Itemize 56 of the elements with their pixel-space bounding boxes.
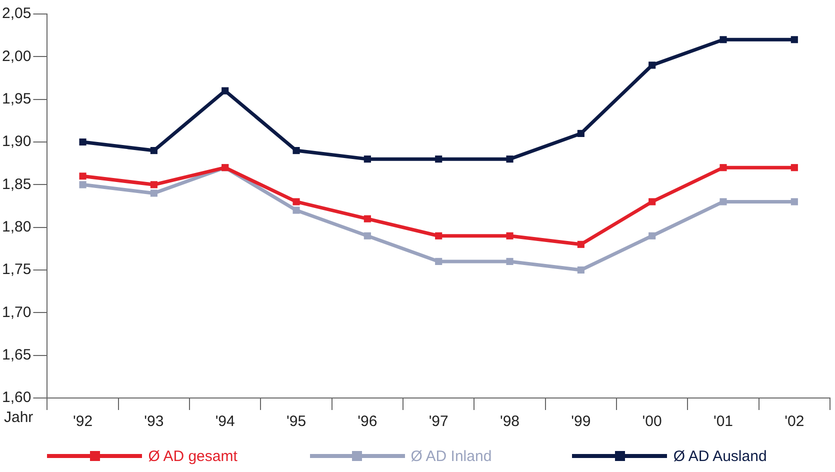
- text: Ø AD Ausland: [673, 448, 767, 464]
- point: [720, 164, 727, 172]
- x-tick-label: '93: [144, 413, 164, 430]
- y-tick-label: 1,90: [2, 133, 32, 150]
- x-tick-label: '01: [713, 413, 734, 430]
- y-tick-label: 1,70: [2, 304, 32, 321]
- point: [435, 156, 442, 163]
- point: [577, 130, 584, 137]
- y-tick-label: 2,05: [2, 5, 32, 22]
- point: [292, 147, 300, 154]
- point: [79, 181, 86, 188]
- point: [506, 232, 514, 240]
- point: [648, 62, 656, 69]
- point: [150, 181, 158, 188]
- point: [79, 172, 86, 180]
- y-tick-label: 1,75: [2, 261, 32, 278]
- x-tick-label: '98: [500, 413, 520, 430]
- point: [150, 190, 158, 197]
- y-tick-label: 1,60: [2, 389, 32, 406]
- point: [577, 240, 584, 248]
- x-axis-title: Jahr: [4, 409, 34, 426]
- x-tick-label: '97: [428, 413, 448, 430]
- x-tick-label: '94: [215, 413, 235, 430]
- x-tick-label: '02: [784, 413, 804, 430]
- x-tick-label: '92: [72, 413, 93, 430]
- point: [577, 266, 584, 274]
- text: Ø AD gesamt: [148, 448, 238, 464]
- point: [222, 87, 229, 94]
- point: [435, 232, 442, 240]
- point: [648, 198, 656, 206]
- text: Ø AD Inland: [410, 448, 492, 464]
- point: [364, 156, 371, 163]
- x-tick-label: '95: [286, 413, 306, 430]
- point: [79, 138, 86, 146]
- point: [720, 36, 727, 44]
- point: [150, 147, 158, 154]
- y-tick-label: 1,95: [2, 90, 32, 108]
- y-tick-label: 1,85: [2, 176, 32, 193]
- point: [292, 198, 300, 206]
- y-tick-label: 1,80: [2, 218, 32, 236]
- point: [720, 198, 727, 206]
- point: [364, 232, 371, 240]
- x-tick-label: '99: [571, 413, 591, 430]
- point: [506, 258, 514, 265]
- point: [435, 258, 442, 265]
- y-tick-label: 1,65: [2, 346, 32, 364]
- x-tick-label: '96: [358, 413, 378, 430]
- point: [790, 164, 798, 172]
- point: [364, 215, 371, 222]
- point: [506, 156, 514, 163]
- y-tick-label: 2,00: [2, 48, 32, 65]
- point: [292, 206, 300, 214]
- x-tick-label: '00: [642, 413, 662, 430]
- point: [790, 198, 798, 206]
- point: [648, 232, 656, 240]
- point: [790, 36, 798, 44]
